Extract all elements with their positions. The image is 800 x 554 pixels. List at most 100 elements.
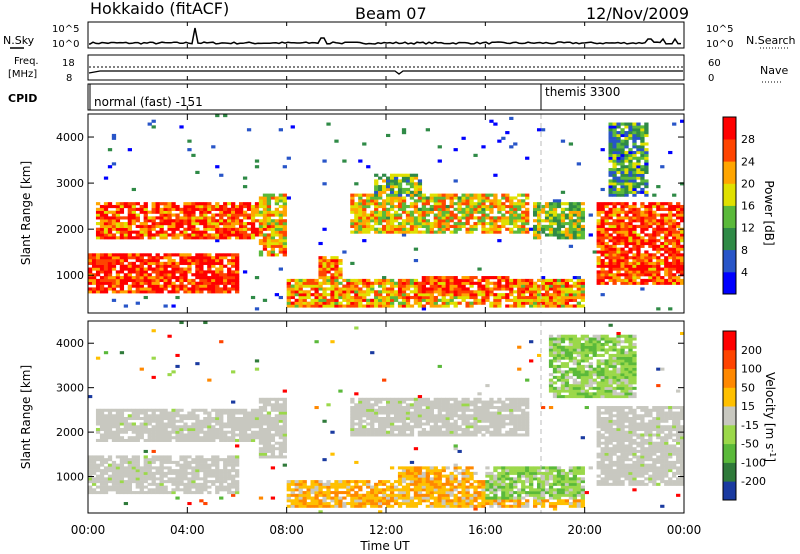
heatmap-cell [250,417,256,421]
heatmap-cell [680,204,685,209]
heatmap-cell [187,287,192,291]
heatmap-cell [278,414,283,418]
heatmap-cell [262,202,268,206]
heatmap-cell [131,455,136,459]
heatmap-cell [115,278,121,283]
heatmap-cell [417,482,423,486]
heatmap-cell [548,210,554,214]
heatmap-cell [203,222,208,226]
heatmap-cell [652,227,657,231]
heatmap-cell [580,213,585,217]
heatmap-cell [88,471,93,475]
heatmap-cell [131,469,136,473]
heatmap-cell [608,179,613,183]
heatmap-cell [266,219,272,223]
heatmap-cell [382,227,387,231]
heatmap-cell [509,219,514,223]
heatmap-cell [139,367,144,371]
heatmap-cell [564,202,570,206]
heatmap-cell [600,233,605,237]
heatmap-cell [413,496,419,500]
heatmap-cell [135,408,140,412]
heatmap-cell [183,227,188,231]
heatmap-cell [254,307,260,311]
heatmap-cell [298,281,303,285]
heatmap-cell [640,187,645,192]
heatmap-cell [378,397,383,401]
heatmap-cell [636,247,641,251]
heatmap-cell [600,222,605,226]
heatmap-cell [258,496,264,500]
heatmap-cell [155,419,160,423]
heatmap-cell [179,463,184,467]
heatmap-cell [676,258,681,263]
heatmap-cell [203,278,208,283]
heatmap-cell [624,204,629,209]
heatmap-cell [676,241,681,246]
heatmap-cell [131,460,136,464]
heatmap-cell [163,264,168,268]
heatmap-cell [322,276,327,280]
heatmap-cell [473,216,478,220]
heatmap-cell [282,227,287,231]
heatmap-cell [235,210,240,214]
heatmap-cell [405,190,411,194]
heatmap-cell [608,261,613,265]
heatmap-cell [266,427,272,432]
heatmap-cell [246,227,252,231]
heatmap-cell [628,185,633,189]
heatmap-cell [397,190,403,194]
heatmap-cell [262,444,268,448]
heatmap-cell [668,273,673,277]
heatmap-cell [127,466,132,470]
heatmap-cell [143,485,148,489]
heatmap-cell [167,281,172,285]
heatmap-cell [235,433,240,437]
heatmap-cell [99,460,105,464]
heatmap-cell [536,230,542,234]
heatmap-cell [501,224,506,229]
heatmap-cell [354,298,359,302]
heatmap-cell [461,287,466,291]
heatmap-cell [401,281,407,285]
heatmap-cell [223,408,228,412]
heatmap-cell [632,219,637,223]
heatmap-cell [115,270,121,274]
heatmap-cell [362,414,367,418]
heatmap-cell [95,281,101,285]
heatmap-cell [127,278,132,283]
heatmap-cell [342,502,347,506]
heatmap-cell [656,204,661,209]
heatmap-cell [282,196,287,200]
heatmap-cell [354,278,359,283]
heatmap-cell [115,202,121,206]
heatmap-cell [501,287,506,291]
heatmap-cell [620,230,625,234]
heatmap-cell [219,213,224,217]
heatmap-cell [366,284,371,288]
heatmap-cell [533,213,538,217]
heatmap-cell [576,278,581,283]
heatmap-cell [620,133,625,138]
heatmap-cell [366,304,371,308]
heatmap-cell [314,290,319,294]
heatmap-cell [242,230,248,234]
heatmap-cell [521,210,526,214]
heatmap-cell [676,202,681,206]
heatmap-cell [187,267,192,271]
heatmap-cell [493,304,498,308]
heatmap-cell [183,433,188,437]
heatmap-cell [366,224,371,229]
heatmap-cell [624,273,629,277]
heatmap-cell [668,207,673,211]
heatmap-cell [660,247,665,251]
heatmap-cell [560,301,566,305]
heatmap-cell [354,224,359,229]
heatmap-cell [600,148,605,152]
heatmap-cell [421,202,427,206]
heatmap-cell [664,216,669,220]
heatmap-cell [223,471,228,475]
heatmap-cell [632,139,637,143]
heatmap-cell [505,219,510,223]
heatmap-cell [437,290,442,294]
